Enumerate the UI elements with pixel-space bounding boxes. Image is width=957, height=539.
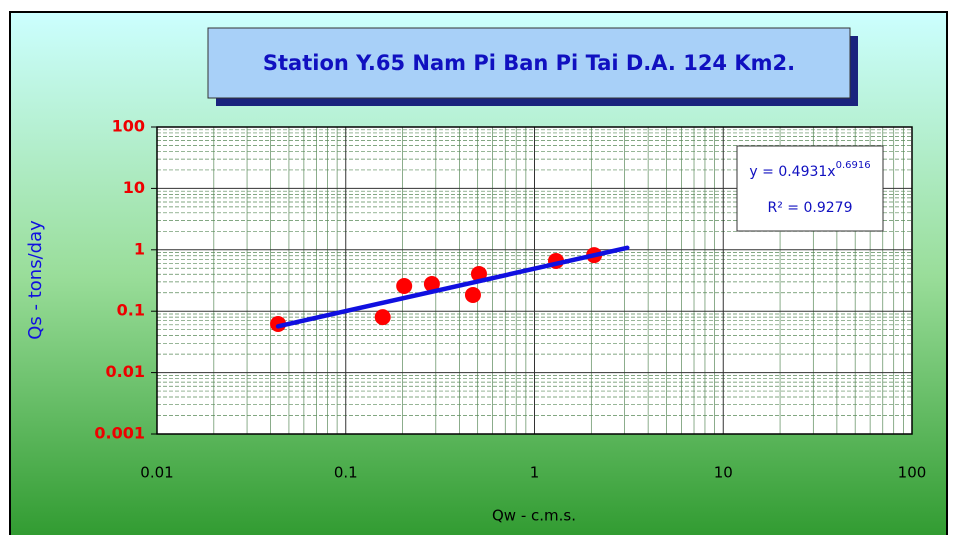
y-axis-label: Qs - tons/day bbox=[25, 220, 46, 340]
equation-exponent: 0.6916 bbox=[836, 160, 871, 171]
equation: y = 0.4931x0.6916 bbox=[749, 160, 870, 180]
data-point bbox=[464, 286, 481, 303]
x-tick-label: 1 bbox=[530, 464, 540, 482]
chart-title: Station Y.65 Nam Pi Ban Pi Tai D.A. 124 … bbox=[263, 51, 795, 75]
x-tick-label: 10 bbox=[714, 464, 733, 482]
y-tick-label: 0.01 bbox=[106, 362, 145, 381]
plot-border bbox=[156, 126, 913, 435]
data-point bbox=[374, 309, 391, 326]
title-box bbox=[207, 27, 851, 99]
legend-box bbox=[736, 145, 884, 232]
y-tick-label: 100 bbox=[112, 117, 145, 136]
data-point bbox=[423, 276, 440, 293]
r-squared: R² = 0.9279 bbox=[768, 200, 853, 216]
data-point bbox=[396, 278, 413, 295]
y-tick-label: 10 bbox=[123, 178, 145, 197]
data-point bbox=[270, 315, 287, 332]
marks bbox=[270, 245, 630, 332]
x-tick-label: 100 bbox=[898, 464, 927, 482]
x-tick-label: 0.01 bbox=[140, 464, 173, 482]
y-tick-label: 0.1 bbox=[117, 301, 145, 320]
y-tick-label: 1 bbox=[134, 239, 145, 258]
x-tick-label: 0.1 bbox=[334, 464, 358, 482]
equation-text: y = 0.4931x bbox=[749, 164, 835, 180]
trendline bbox=[275, 245, 630, 329]
y-tick-label: 0.001 bbox=[94, 424, 145, 443]
x-axis-label: Qw - c.m.s. bbox=[492, 507, 576, 525]
